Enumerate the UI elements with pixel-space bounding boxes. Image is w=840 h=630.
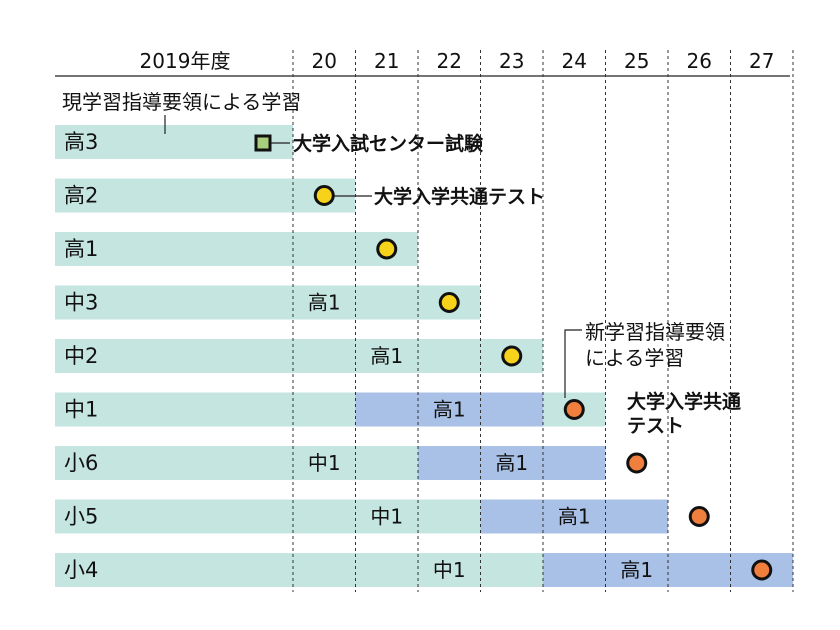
grade-cell-text: 高1 bbox=[620, 558, 653, 582]
header-year-26: 26 bbox=[687, 49, 712, 73]
year-headers: 20 21 22 23 24 25 26 27 bbox=[312, 49, 775, 73]
center-test-icon bbox=[254, 134, 272, 152]
row-label: 高1 bbox=[64, 237, 98, 261]
exam-markers bbox=[313, 185, 773, 581]
header-year-20: 20 bbox=[312, 49, 337, 73]
common-test-current-icon bbox=[438, 292, 460, 313]
row-label: 中2 bbox=[64, 344, 98, 368]
new-note-leader bbox=[564, 329, 582, 398]
header-year-25: 25 bbox=[624, 49, 649, 73]
row-label: 高3 bbox=[64, 130, 98, 154]
grade-cell-text: 高1 bbox=[370, 344, 403, 368]
new-curriculum-band bbox=[480, 499, 668, 534]
new-curriculum-note-line2: による学習 bbox=[585, 346, 684, 370]
common-test-new-label-line1: 大学入学共通 bbox=[627, 390, 742, 413]
year-gridlines bbox=[292, 50, 794, 592]
current-curriculum-band bbox=[55, 125, 293, 159]
grade-cell-text: 高1 bbox=[433, 398, 466, 422]
common-test-new-icon bbox=[688, 506, 710, 527]
current-curriculum-band bbox=[55, 553, 606, 587]
header-year-22: 22 bbox=[437, 49, 462, 73]
grade-cell-text: 高1 bbox=[308, 291, 341, 315]
grade-cell-text: 高1 bbox=[495, 451, 528, 475]
cell-texts: 高1 高1 高1 中1 高1 中1 高1 中1 高1 bbox=[308, 291, 653, 583]
header-year-27: 27 bbox=[749, 49, 774, 73]
row-label: 小6 bbox=[64, 451, 98, 475]
common-test-current-icon bbox=[376, 238, 398, 260]
common-test-new-icon bbox=[626, 452, 648, 474]
grade-cell-text: 中1 bbox=[433, 558, 466, 582]
row-label: 小4 bbox=[64, 558, 98, 582]
header-year-2019: 2019年度 bbox=[140, 49, 231, 73]
new-curriculum-note-line1: 新学習指導要領 bbox=[585, 320, 725, 344]
row-bands bbox=[55, 125, 793, 587]
current-curriculum-band bbox=[55, 178, 356, 213]
row-label: 高2 bbox=[64, 184, 98, 208]
current-curriculum-band bbox=[55, 285, 481, 320]
common-test-new-label-line2: テスト bbox=[627, 415, 684, 437]
grade-cell-text: 高1 bbox=[558, 505, 591, 529]
common-test-new-icon bbox=[563, 399, 585, 420]
center-test-label: 大学入試センター試験 bbox=[293, 132, 484, 155]
row-label: 中3 bbox=[64, 291, 98, 315]
header-year-21: 21 bbox=[374, 49, 399, 73]
row-labels: 高3 高2 高1 中3 中2 中1 小6 小5 小4 bbox=[64, 130, 98, 582]
common-test-current-icon bbox=[501, 345, 523, 367]
row-label: 中1 bbox=[64, 398, 98, 422]
current-curriculum-note: 現学習指導要領による学習 bbox=[62, 90, 301, 114]
common-test-label: 大学入学共通テスト bbox=[374, 185, 545, 208]
grade-cell-text: 中1 bbox=[370, 505, 403, 529]
new-curriculum-band bbox=[355, 392, 543, 427]
new-curriculum-band bbox=[418, 446, 606, 480]
grade-cell-text: 中1 bbox=[308, 451, 341, 475]
header-year-23: 23 bbox=[499, 49, 524, 73]
header-year-24: 24 bbox=[562, 49, 587, 73]
common-test-current-icon bbox=[313, 185, 335, 206]
current-curriculum-band bbox=[55, 339, 543, 373]
current-curriculum-band bbox=[55, 232, 418, 266]
row-label: 小5 bbox=[64, 505, 98, 529]
common-test-new-icon bbox=[751, 559, 773, 581]
